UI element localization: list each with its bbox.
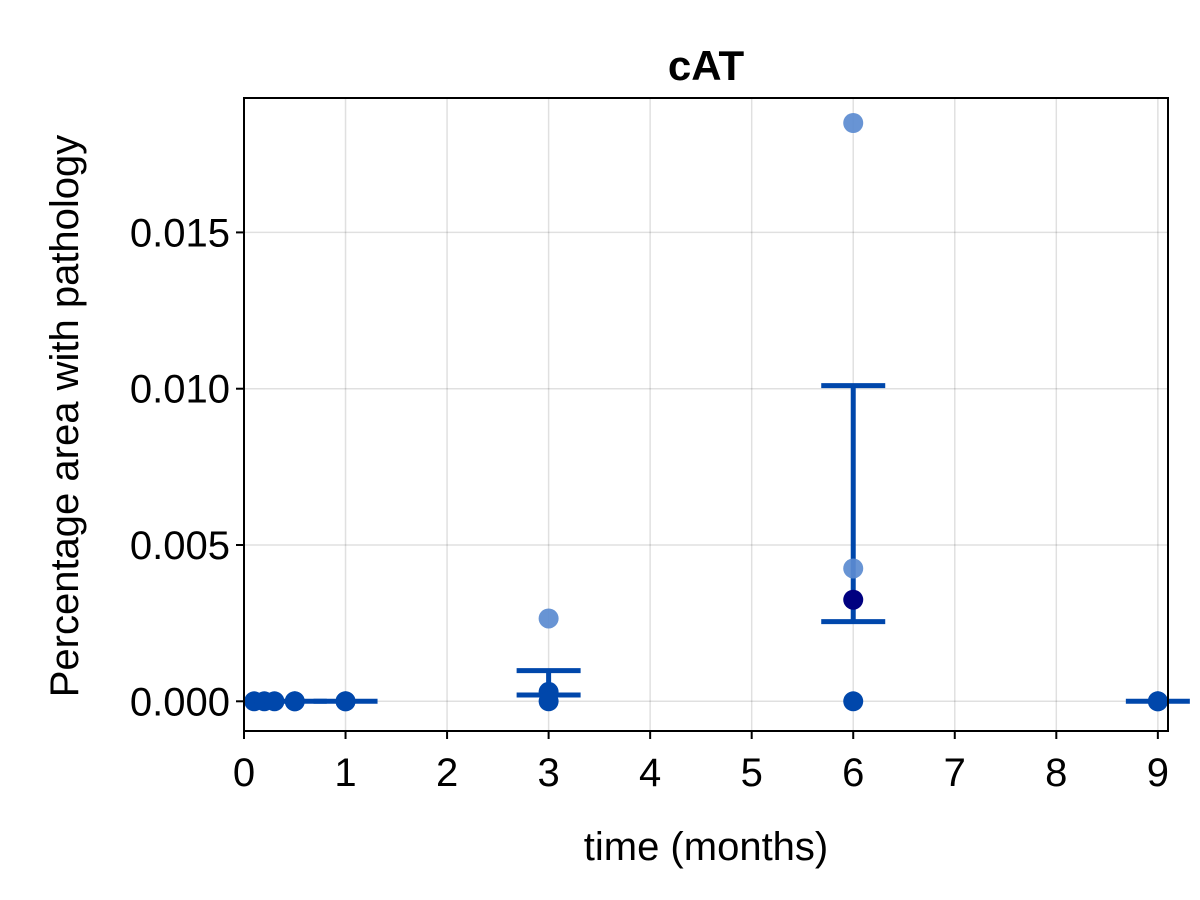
x-axis-ticks: 0 1 2 3 4 5 6 7 8 9 [233,731,1169,795]
x-tick-label: 9 [1147,751,1169,795]
zero-point [538,691,559,712]
x-tick-label: 4 [639,751,661,795]
zero-point [335,691,356,712]
individual-point [843,558,864,579]
plot-frame [243,97,1169,732]
data-series [244,113,1190,712]
mean-point [843,589,864,610]
y-tick-label: 0.000 [130,680,230,724]
grid [243,98,1168,731]
individual-point [843,113,864,134]
chart-title: cAT [668,42,745,89]
zero-point [1147,691,1168,712]
zero-point [284,691,305,712]
zero-point [843,691,864,712]
individual-point [538,608,559,629]
x-tick-label: 0 [233,751,255,795]
x-tick-label: 6 [842,751,864,795]
y-axis-ticks: 0.000 0.005 0.010 0.015 [130,211,244,724]
x-tick-label: 7 [944,751,966,795]
x-tick-label: 8 [1045,751,1067,795]
x-tick-label: 2 [436,751,458,795]
x-axis-label: time (months) [584,825,829,869]
x-tick-label: 1 [334,751,356,795]
x-tick-label: 3 [537,751,559,795]
x-tick-label: 5 [741,751,763,795]
zero-point [264,691,285,712]
y-axis-label: Percentage area with pathology [43,135,87,698]
y-tick-label: 0.015 [130,211,230,255]
y-tick-label: 0.010 [130,368,230,412]
y-tick-label: 0.005 [130,524,230,568]
